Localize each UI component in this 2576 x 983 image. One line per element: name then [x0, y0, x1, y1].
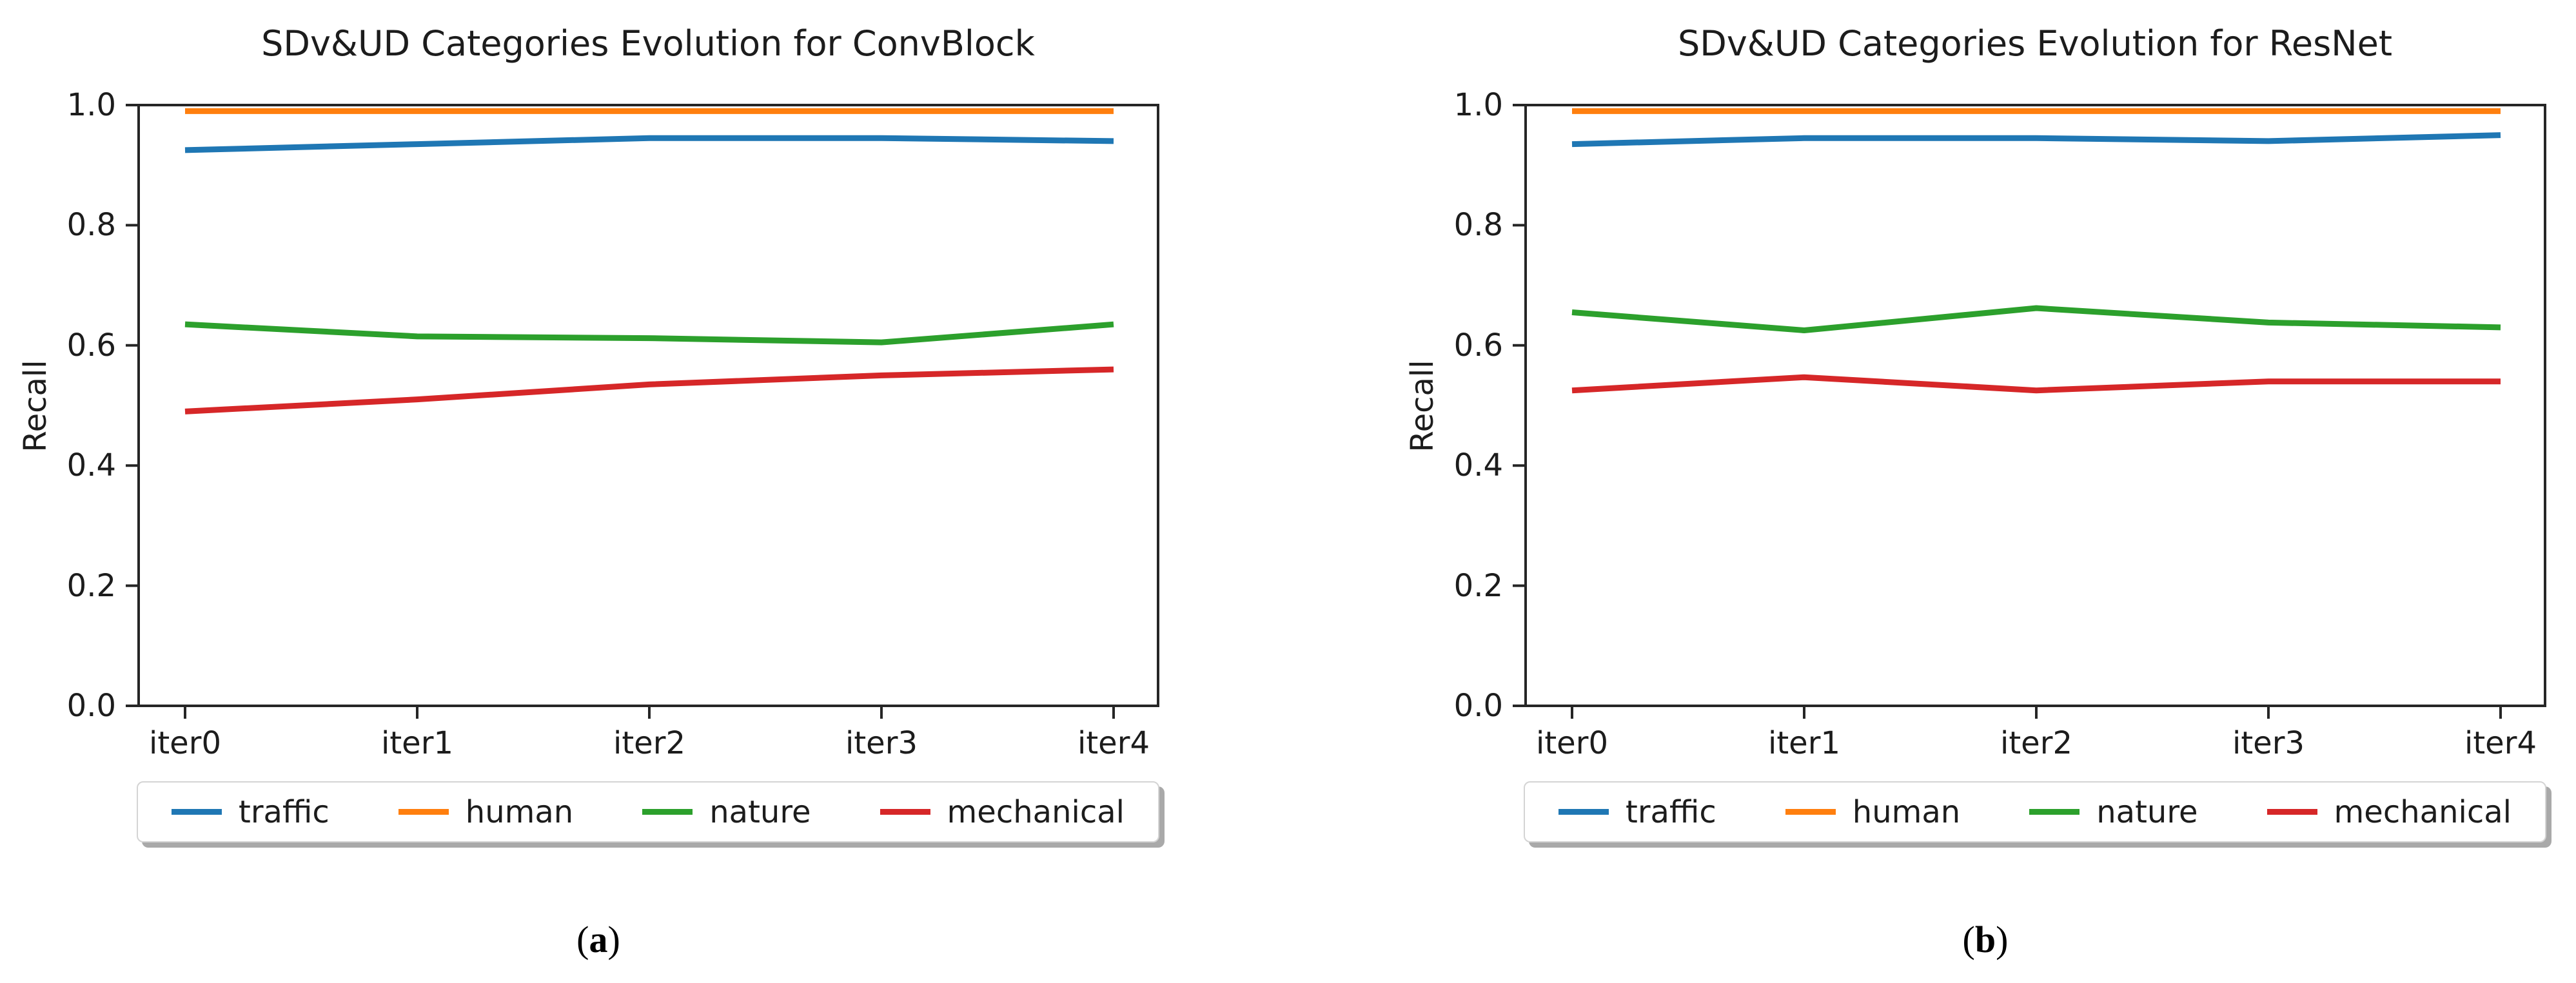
y-tick-label: 0.6	[66, 327, 116, 364]
plot-area	[126, 104, 1159, 719]
series-line-nature	[1571, 305, 2501, 333]
caption-suffix: )	[607, 919, 620, 960]
x-tick-label: iter4	[2464, 725, 2537, 761]
legend-swatch-mechanical	[880, 809, 930, 815]
x-tick-label: iter3	[845, 725, 918, 761]
legend-label: mechanical	[947, 793, 1125, 830]
x-tick-label: iter1	[381, 725, 453, 761]
x-tick-label: iter0	[1536, 725, 1608, 761]
caption-suffix: )	[1996, 919, 2009, 960]
x-tick-label: iter0	[149, 725, 221, 761]
series-line-traffic	[184, 135, 1114, 153]
x-tick-label: iter1	[1768, 725, 1840, 761]
legend-item-nature: nature	[642, 794, 811, 830]
legend-label: traffic	[1626, 793, 1716, 830]
legend-swatch-mechanical	[2266, 809, 2317, 815]
caption-prefix: (	[576, 919, 589, 960]
legend: traffic human nature mechanical	[1524, 781, 2546, 842]
legend-swatch-nature	[2029, 809, 2080, 815]
caption-prefix: (	[1962, 919, 1975, 960]
y-tick-label: 0.4	[1453, 447, 1503, 484]
series-line-mechanical	[1571, 374, 2501, 394]
y-tick-label: 0.4	[66, 447, 116, 484]
caption-letter: a	[589, 919, 608, 960]
legend-swatch-traffic	[172, 809, 222, 815]
y-tick-label: 1.0	[66, 87, 116, 123]
legend-label: human	[1852, 793, 1961, 830]
axes-spines	[1524, 104, 2546, 707]
legend-item-mechanical: mechanical	[880, 794, 1125, 830]
legend-item-human: human	[1785, 794, 1960, 830]
chart-title: SDv&UD Categories Evolution for ResNet	[1677, 23, 2393, 64]
legend: traffic human nature mechanical	[137, 781, 1159, 842]
legend-swatch-traffic	[1558, 809, 1609, 815]
y-tick-label: 0.2	[66, 567, 116, 604]
legend-swatch-human	[398, 809, 449, 815]
legend-swatch-nature	[642, 809, 693, 815]
y-tick-label: 0.0	[1453, 688, 1503, 724]
legend-item-human: human	[398, 794, 573, 830]
legend-label: nature	[2096, 793, 2198, 830]
y-tick-label: 0.2	[1453, 567, 1503, 604]
legend-item-traffic: traffic	[172, 794, 329, 830]
caption-letter: b	[1974, 919, 1996, 960]
legend-swatch-human	[1785, 809, 1836, 815]
y-tick-label: 0.8	[1453, 207, 1503, 244]
legend-label: nature	[709, 793, 811, 830]
x-tick-label: iter2	[613, 725, 685, 761]
series-line-mechanical	[184, 366, 1114, 414]
figure-panel-resnet: SDv&UD Categories Evolution for ResNet R…	[1387, 0, 2576, 983]
subfigure-caption-b: (b)	[1792, 918, 2179, 961]
y-tick-label: 0.8	[66, 207, 116, 244]
x-tick-label: iter2	[2000, 725, 2072, 761]
x-tick-label: iter4	[1077, 725, 1150, 761]
legend-item-traffic: traffic	[1558, 794, 1716, 830]
y-tick-label: 0.6	[1453, 327, 1503, 364]
subfigure-caption-a: (a)	[405, 918, 792, 961]
chart-title: SDv&UD Categories Evolution for ConvBloc…	[261, 23, 1035, 64]
series-line-nature	[184, 321, 1114, 346]
series-line-traffic	[1571, 132, 2501, 148]
y-tick-label: 1.0	[1453, 87, 1503, 123]
legend-label: human	[465, 793, 574, 830]
legend-label: mechanical	[2334, 793, 2512, 830]
x-tick-label: iter3	[2232, 725, 2305, 761]
figure-panel-convblock: SDv&UD Categories Evolution for ConvBloc…	[17, 23, 1159, 961]
y-tick-label: 0.0	[66, 688, 116, 724]
legend-item-nature: nature	[2029, 793, 2198, 830]
legend-item-mechanical: mechanical	[2266, 793, 2512, 830]
legend-label: traffic	[239, 793, 329, 830]
plot-area	[1513, 104, 2546, 719]
